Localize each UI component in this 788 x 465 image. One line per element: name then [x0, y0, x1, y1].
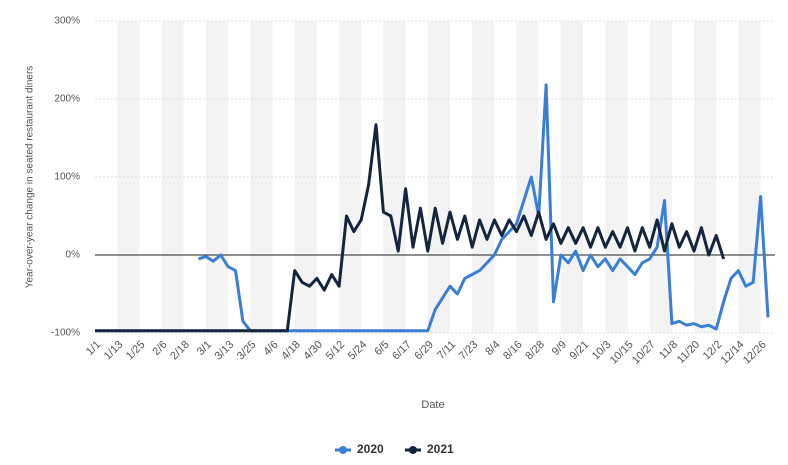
- y-tick-label: 200%: [54, 94, 80, 105]
- x-tick-label: 12/14: [719, 339, 747, 367]
- x-tick-label: 1/1: [84, 339, 103, 358]
- y-tick-label: 0%: [66, 250, 81, 261]
- y-tick-label: 100%: [54, 172, 80, 183]
- x-tick-label: 6/29: [412, 339, 436, 363]
- x-tick-label: 2/6: [150, 339, 169, 358]
- x-tick-label: 4/6: [261, 339, 280, 358]
- legend-label: 2020: [357, 442, 384, 456]
- x-tick-label: 5/12: [324, 339, 348, 363]
- x-tick-label: 2/18: [168, 339, 192, 363]
- x-tick-label: 7/11: [435, 339, 458, 362]
- x-tick-label: 11/20: [675, 339, 702, 366]
- y-axis-label: Year-over-year change in seated restaura…: [25, 66, 36, 289]
- x-tick-label: 8/16: [501, 339, 525, 363]
- x-axis-label: Date: [421, 399, 444, 411]
- x-tick-label: 7/23: [457, 339, 481, 363]
- stripe: [738, 21, 761, 333]
- stripe: [294, 21, 317, 333]
- x-tick-label: 4/30: [301, 339, 325, 363]
- series-line: [198, 83, 770, 333]
- x-tick-label: 10/15: [608, 339, 636, 367]
- stripe: [250, 21, 273, 333]
- stripe: [95, 21, 118, 333]
- x-tick-label: 8/28: [523, 339, 547, 363]
- x-tick-label: 4/18: [279, 339, 303, 363]
- x-tick-label: 12/26: [741, 339, 769, 367]
- stripe: [139, 21, 162, 333]
- x-tick-label: 10/27: [630, 339, 658, 367]
- x-tick-label: 6/5: [372, 339, 391, 358]
- series-line: [95, 123, 726, 333]
- x-tick-label: 1/13: [102, 339, 126, 363]
- x-tick-label: 9/9: [550, 339, 569, 358]
- stripe: [627, 21, 650, 333]
- x-tick-label: 6/17: [390, 339, 414, 363]
- x-tick-label: 8/4: [483, 339, 502, 358]
- y-tick-label: 300%: [54, 16, 80, 27]
- x-tick-label: 1/25: [124, 339, 148, 363]
- x-tick-label: 3/13: [213, 339, 237, 363]
- stripe: [494, 21, 517, 333]
- x-tick-label: 3/25: [235, 339, 259, 363]
- legend-marker: [409, 446, 417, 454]
- stripe: [339, 21, 362, 333]
- x-tick-label: 3/1: [195, 339, 214, 358]
- legend-label: 2021: [427, 442, 454, 456]
- x-tick-label: 9/21: [568, 339, 592, 363]
- stripe: [583, 21, 606, 333]
- stripe: [383, 21, 406, 333]
- x-tick-label: 5/24: [346, 339, 370, 363]
- y-tick-label: -100%: [51, 328, 80, 339]
- legend-marker: [339, 446, 347, 454]
